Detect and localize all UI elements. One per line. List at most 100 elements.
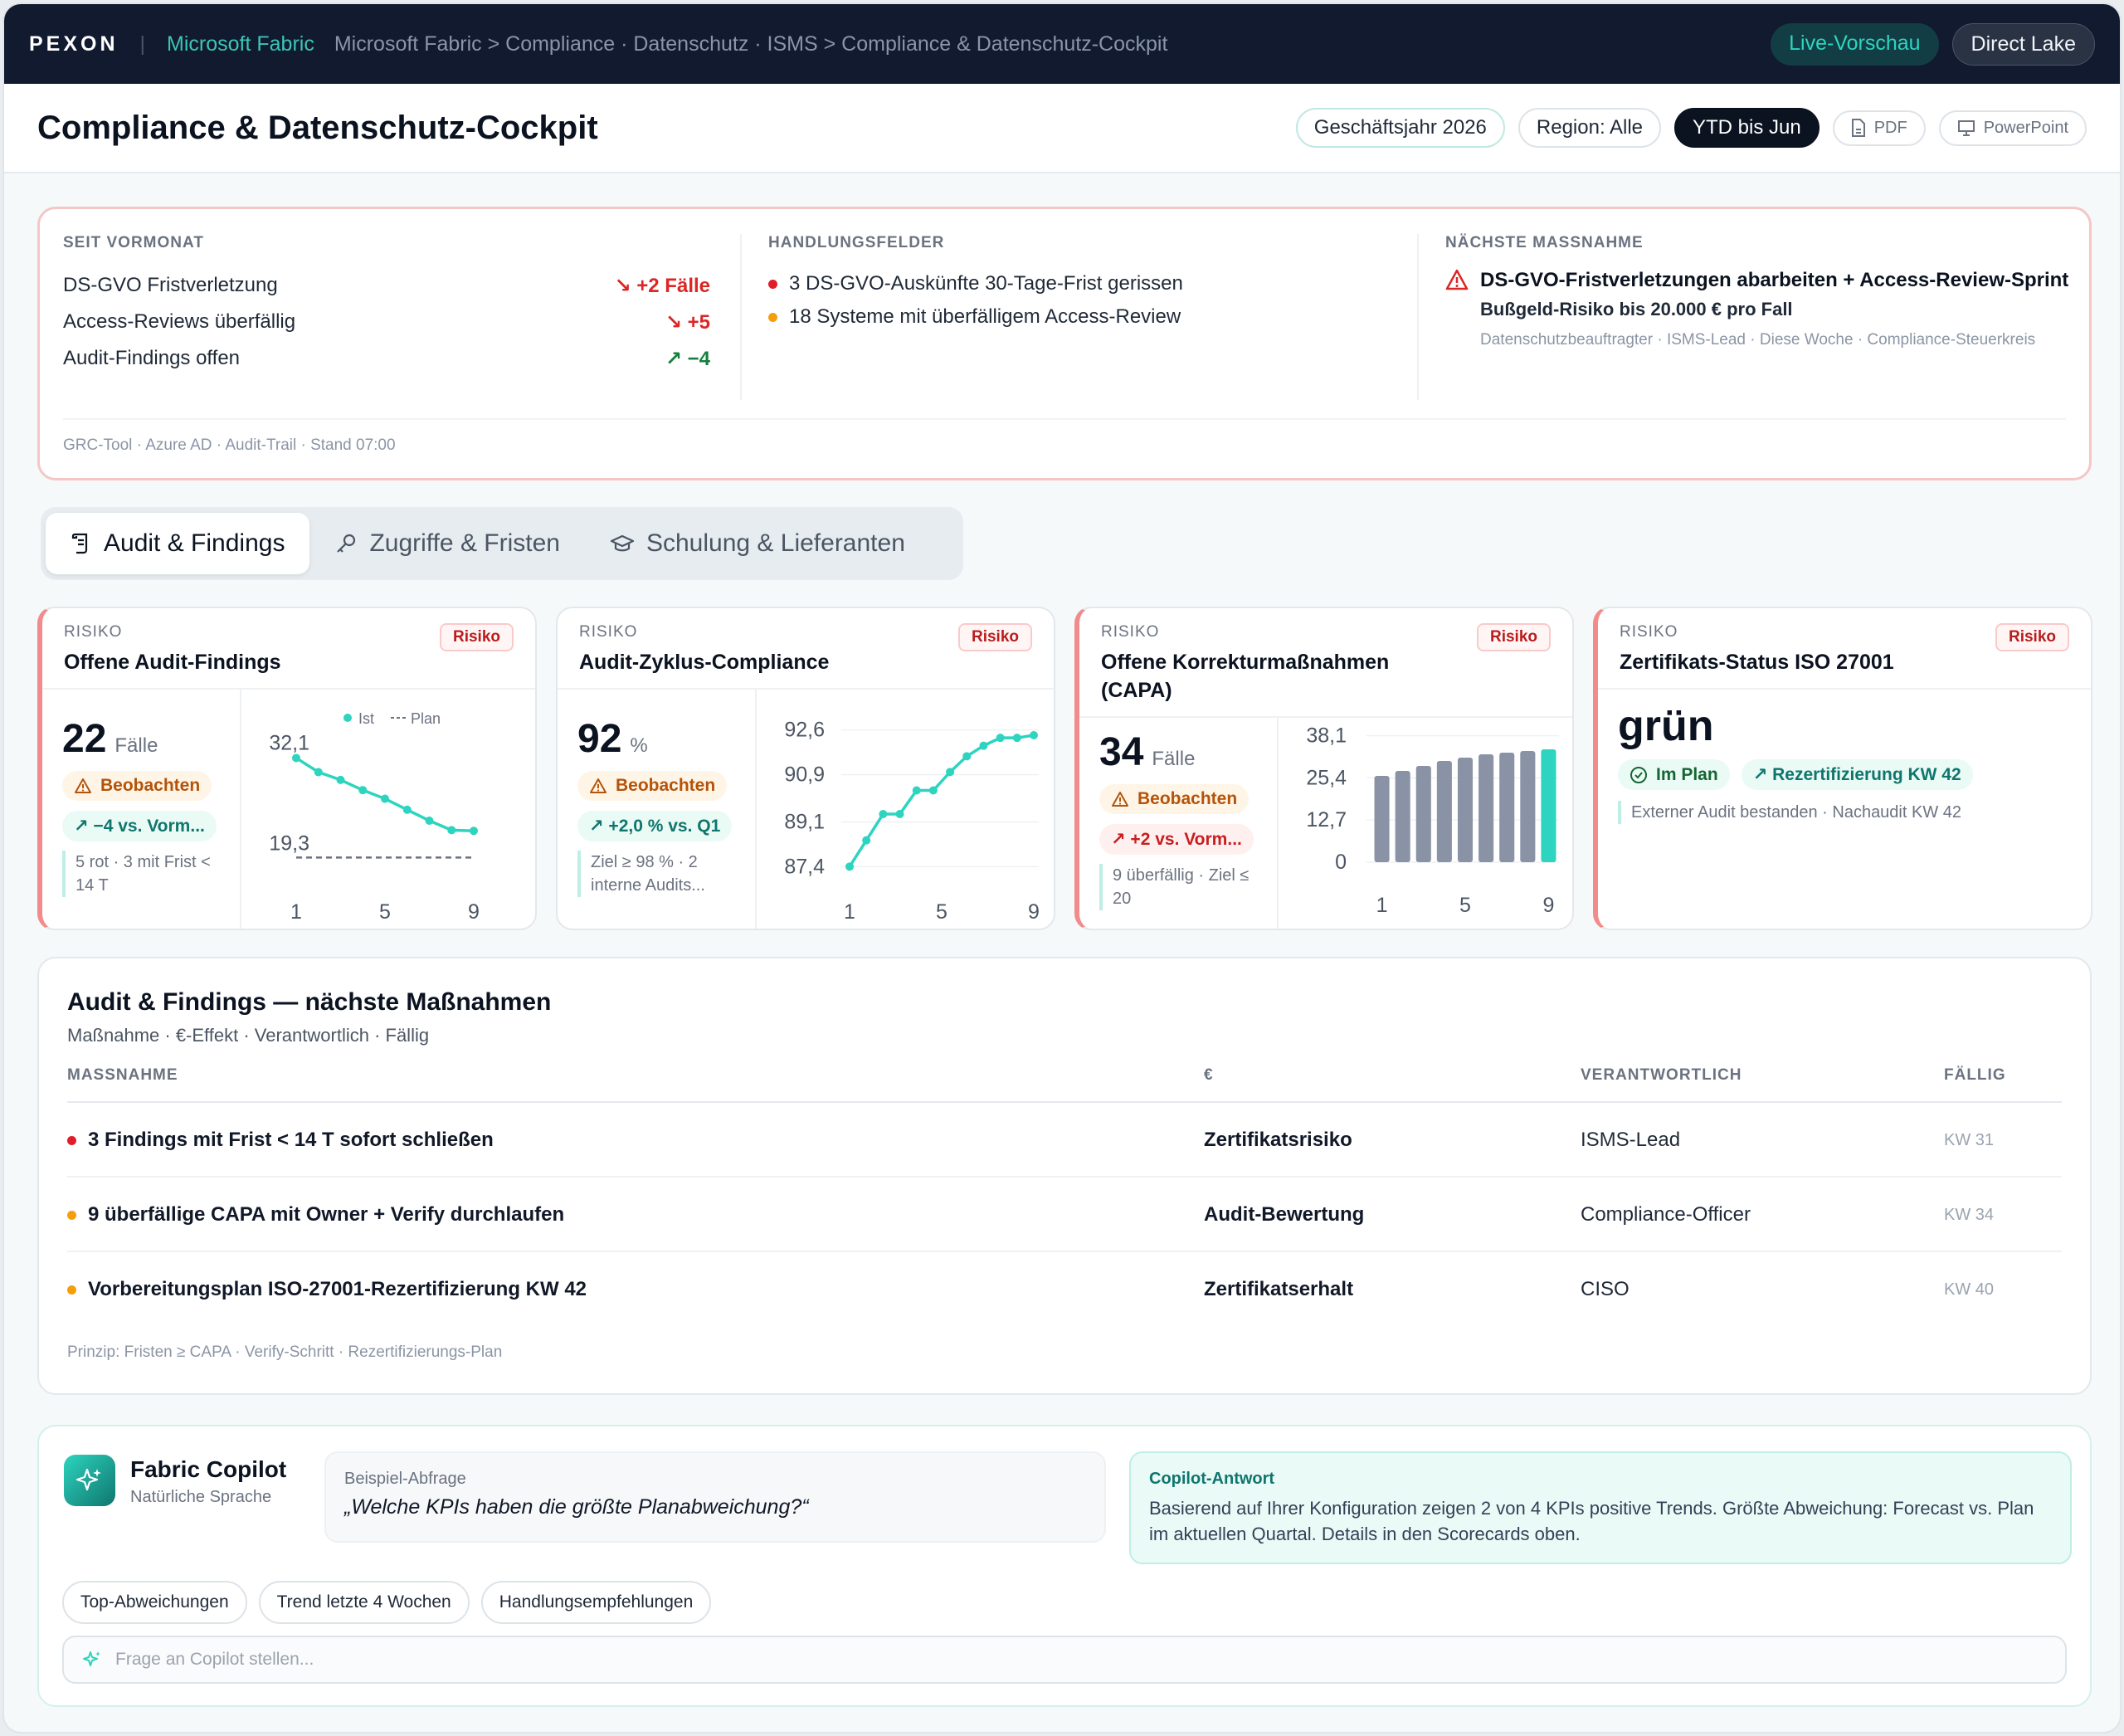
live-preview-badge[interactable]: Live-Vorschau <box>1771 22 1939 66</box>
next-actions-panel: Audit & Findings — nächste Maßnahmen Maß… <box>37 957 2092 1395</box>
ist-data-point <box>946 768 955 777</box>
product-link[interactable]: Microsoft Fabric <box>167 32 314 56</box>
kpi-card-audit-cycle[interactable]: RISIKO Audit-Zyklus-Compliance Risiko 92… <box>556 607 1055 930</box>
status-text: Beobachten <box>1138 789 1238 808</box>
ist-data-point <box>996 734 1005 743</box>
owner-text: ISMS-Lead <box>1581 1129 1681 1151</box>
red-dot-icon <box>67 1135 76 1145</box>
ist-data-point <box>928 786 938 795</box>
column-header-due[interactable]: FÄLLIG <box>1944 1066 2006 1084</box>
tab-audit-findings[interactable]: Audit & Findings <box>46 513 310 574</box>
breadcrumb[interactable]: Microsoft Fabric > Compliance · Datensch… <box>334 32 1168 56</box>
suggestion-recommendations[interactable]: Handlungsempfehlungen <box>480 1581 712 1624</box>
y-tick-label: 19,3 <box>269 831 309 855</box>
card-divider <box>1079 716 1572 718</box>
bar <box>1499 753 1515 862</box>
x-tick-label: 5 <box>1459 894 1471 917</box>
copilot-subtitle: Natürliche Sprache <box>130 1488 272 1506</box>
tab-label: Audit & Findings <box>104 529 285 557</box>
ist-data-point <box>470 827 478 836</box>
table-row[interactable]: 9 überfällige CAPA mit Owner + Verify du… <box>67 1178 2062 1252</box>
kpi-title: Zertifikats-Status ISO 27001 <box>1620 651 1894 674</box>
due-text: KW 34 <box>1944 1205 1995 1224</box>
x-tick-label: 1 <box>1376 894 1388 917</box>
tab-label: Zugriffe & Fristen <box>369 529 560 557</box>
copilot-icon <box>64 1455 115 1506</box>
period-filter[interactable]: YTD bis Jun <box>1674 108 1820 148</box>
ist-data-point <box>425 817 434 825</box>
measure-text: Vorbereitungsplan ISO-27001-Rezertifizie… <box>88 1278 587 1300</box>
kpi-category: RISIKO <box>64 623 123 641</box>
powerpoint-export-button[interactable]: PowerPoint <box>1938 110 2087 146</box>
compliance-line-chart: 92,6 90,9 89,1 87,4 1 5 9 <box>784 719 1040 924</box>
action-field-text: 3 DS-GVO-Auskünfte 30-Tage-Frist gerisse… <box>789 272 1183 295</box>
column-divider <box>740 234 742 400</box>
warning-icon <box>1445 269 1469 290</box>
ist-data-point <box>862 836 871 845</box>
suggestion-trend-4-weeks[interactable]: Trend letzte 4 Wochen <box>258 1581 470 1624</box>
copilot-panel: Fabric Copilot Natürliche Sprache Beispi… <box>37 1425 2092 1707</box>
example-query-box[interactable]: Beispiel-Abfrage „Welche KPIs haben die … <box>324 1451 1106 1543</box>
delta-badge: ↗ +2 vs. Vorm... <box>1099 824 1254 855</box>
ist-data-point <box>447 826 456 835</box>
key-icon <box>337 534 356 553</box>
ist-data-point <box>314 768 323 777</box>
fine-risk-text: Bußgeld-Risiko bis 20.000 € pro Fall <box>1480 299 1793 319</box>
kpi-title: Audit-Zyklus-Compliance <box>579 651 830 674</box>
risk-badge: Risiko <box>439 623 514 651</box>
actions-subtitle: Maßnahme · €-Effekt · Verantwortlich · F… <box>67 1025 430 1046</box>
direct-lake-badge[interactable]: Direct Lake <box>1951 22 2095 66</box>
status-badge: Im Plan <box>1618 759 1730 790</box>
change-row: Access-Reviews überfällig ↘ +5 <box>63 304 710 340</box>
x-tick-label: 1 <box>290 900 302 924</box>
tab-training-suppliers[interactable]: Schulung & Lieferanten <box>585 513 930 574</box>
status-text: Beobachten <box>100 776 201 795</box>
copilot-answer-label: Copilot-Antwort <box>1149 1470 1275 1488</box>
change-delta: ↘ +5 <box>665 310 710 334</box>
ist-data-point <box>358 786 368 795</box>
orange-dot-icon <box>67 1210 76 1220</box>
ist-series-line <box>295 756 475 833</box>
since-last-month-column: SEIT VORMONAT DS-GVO Fristverletzung ↘ +… <box>63 234 710 377</box>
next-measure-title: NÄCHSTE MASSNAHME <box>1445 234 1644 251</box>
kpi-category: RISIKO <box>1620 623 1678 641</box>
next-measure-headline: DS-GVO-Fristverletzungen abarbeiten + Ac… <box>1480 269 2069 291</box>
copilot-input[interactable]: Frage an Copilot stellen... <box>62 1636 2067 1684</box>
suggestion-top-deviations[interactable]: Top-Abweichungen <box>62 1581 247 1624</box>
pdf-export-button[interactable]: PDF <box>1832 110 1926 146</box>
region-filter[interactable]: Region: Alle <box>1517 108 1661 148</box>
ist-data-point <box>845 862 854 871</box>
table-row[interactable]: Vorbereitungsplan ISO-27001-Rezertifizie… <box>67 1252 2062 1327</box>
kpi-title: Offene Korrekturmaßnahmen (CAPA) <box>1101 651 1390 702</box>
legend-ist-marker <box>343 714 352 722</box>
page-title: Compliance & Datenschutz-Cockpit <box>37 109 598 146</box>
owner-text: CISO <box>1581 1278 1630 1300</box>
column-header-measure[interactable]: MASSNAHME <box>67 1066 178 1084</box>
kpi-card-iso-status[interactable]: RISIKO Zertifikats-Status ISO 27001 Risi… <box>1593 607 2092 930</box>
effect-text: Zertifikatserhalt <box>1204 1278 1354 1300</box>
bar <box>1374 776 1390 862</box>
column-header-owner[interactable]: VERANTWORTLICH <box>1581 1066 1742 1084</box>
kpi-value: grün <box>1618 702 1714 750</box>
y-tick-label: 92,6 <box>784 719 825 742</box>
bar <box>1415 766 1431 862</box>
tab-bar: Audit & Findings Zugriffe & Fristen Schu… <box>41 507 963 580</box>
kpi-card-capa[interactable]: RISIKO Offene Korrekturmaßnahmen (CAPA) … <box>1074 607 1574 930</box>
kpi-card-audit-findings[interactable]: RISIKO Offene Audit-Findings Risiko 22 Fä… <box>37 607 537 930</box>
effect-text: Audit-Bewertung <box>1204 1203 1365 1226</box>
table-row[interactable]: 3 Findings mit Frist < 14 T sofort schli… <box>67 1103 2062 1178</box>
y-tick-label: 0 <box>1335 851 1347 874</box>
findings-line-chart: Ist Plan 32,1 19,3 1 5 9 <box>269 710 480 924</box>
tab-access-deadlines[interactable]: Zugriffe & Fristen <box>309 513 585 574</box>
alert-summary-panel: SEIT VORMONAT DS-GVO Fristverletzung ↘ +… <box>37 207 2092 480</box>
capa-bar-chart: 38,1 25,4 12,7 0 1 5 9 <box>1306 724 1559 917</box>
card-divider <box>755 690 757 929</box>
column-header-effect[interactable]: € <box>1204 1066 1214 1084</box>
status-badge: Beobachten <box>62 771 212 801</box>
x-tick-label: 5 <box>379 900 391 924</box>
action-field-item: 3 DS-GVO-Auskünfte 30-Tage-Frist gerisse… <box>768 267 1415 300</box>
bar <box>1395 771 1410 862</box>
fiscal-year-filter[interactable]: Geschäftsjahr 2026 <box>1295 108 1505 148</box>
table-header-divider <box>67 1101 2062 1103</box>
suggestion-chips: Top-Abweichungen Trend letzte 4 Wochen H… <box>62 1581 712 1624</box>
